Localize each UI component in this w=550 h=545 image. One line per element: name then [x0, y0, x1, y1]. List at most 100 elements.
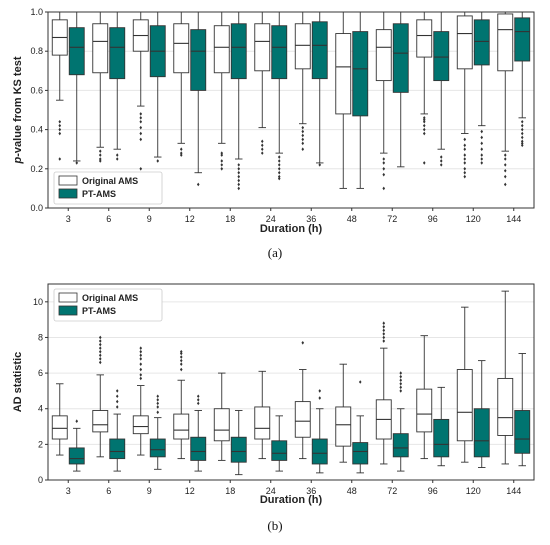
legend-swatch-pt — [58, 188, 78, 199]
outlier-point — [382, 321, 386, 325]
outlier-point — [179, 147, 183, 151]
x-axis-label: Duration (h) — [260, 223, 323, 235]
box-original-9 — [132, 346, 149, 456]
x-tick-label: 36 — [306, 214, 316, 224]
outlier-point — [75, 161, 79, 165]
outlier-point — [139, 137, 143, 142]
outlier-point — [58, 123, 62, 128]
outlier-point — [422, 123, 426, 128]
outlier-point — [220, 159, 224, 163]
box-original-18 — [213, 372, 230, 461]
outlier-point — [139, 376, 143, 381]
outlier-point — [382, 324, 386, 329]
outlier-point — [115, 394, 119, 399]
box-body — [132, 415, 149, 435]
box-body — [497, 377, 514, 436]
outlier-point — [463, 167, 467, 171]
box-original-3 — [51, 11, 68, 161]
outlier-point — [277, 155, 281, 159]
outlier-point — [520, 135, 524, 140]
outlier-point — [277, 170, 281, 175]
y-tick-label: 0.6 — [30, 85, 43, 95]
outlier-point — [439, 163, 443, 167]
outlier-point — [115, 399, 119, 404]
outlier-point — [115, 153, 119, 157]
outlier-point — [463, 153, 467, 157]
box-original-72 — [375, 321, 392, 465]
box-pt-24 — [271, 415, 288, 472]
outlier-point — [463, 157, 467, 161]
box-original-48 — [335, 11, 352, 189]
outlier-point — [277, 174, 281, 179]
box-original-12 — [173, 11, 190, 157]
box-body — [416, 19, 433, 58]
box-body — [254, 406, 271, 440]
box-pt-6 — [109, 389, 126, 472]
legend: Original AMS PT-AMS — [53, 288, 163, 322]
legend: Original AMS PT-AMS — [53, 171, 163, 205]
outlier-point — [480, 157, 484, 161]
x-tick-label: 3 — [66, 486, 71, 496]
box-pt-144 — [514, 353, 531, 467]
outlier-point — [439, 155, 443, 159]
y-tick-label: 0.4 — [30, 125, 43, 135]
box-body — [392, 433, 409, 458]
box-pt-48 — [352, 380, 369, 474]
outlier-point — [382, 328, 386, 333]
outlier-point — [520, 143, 524, 148]
legend-swatch-original — [58, 175, 78, 186]
outlier-point — [382, 335, 386, 340]
x-tick-label: 18 — [225, 214, 235, 224]
box-body — [311, 438, 328, 465]
box-body — [92, 23, 109, 74]
legend-label-original: Original AMS — [82, 293, 138, 303]
legend-frame — [53, 171, 163, 205]
outlier-point — [399, 378, 403, 383]
outlier-point — [139, 119, 143, 124]
outlier-point — [382, 332, 386, 336]
outlier-point — [301, 125, 305, 130]
box-body — [375, 29, 392, 82]
outlier-point — [179, 362, 183, 366]
box-pt-9 — [149, 394, 166, 470]
box-body — [51, 415, 68, 440]
outlier-point — [503, 163, 507, 167]
outlier-point — [75, 419, 79, 423]
y-axis-label-italic: p — [12, 156, 24, 164]
outlier-point — [399, 381, 403, 386]
box-body — [416, 388, 433, 433]
x-tick-label: 18 — [225, 486, 235, 496]
box-pt-12 — [190, 394, 207, 472]
outlier-point — [196, 394, 200, 399]
x-tick-label: 72 — [387, 214, 397, 224]
box-pt-72 — [392, 11, 409, 168]
outlier-point — [98, 339, 102, 343]
plot-frame — [47, 283, 535, 481]
outlier-point — [422, 127, 426, 132]
outlier-point — [520, 141, 524, 146]
outlier-point — [98, 353, 102, 358]
outlier-point — [179, 151, 183, 155]
outlier-point — [318, 396, 322, 400]
box-original-144 — [497, 290, 514, 465]
outlier-point — [139, 112, 143, 116]
outlier-point — [237, 182, 241, 187]
legend-swatch-original — [58, 292, 78, 303]
box-body — [149, 438, 166, 458]
panel-caption: (a) — [268, 245, 282, 260]
box-pt-12 — [190, 11, 207, 187]
outlier-point — [196, 398, 200, 402]
outlier-point — [503, 174, 507, 179]
outlier-point — [480, 135, 484, 140]
box-original-96 — [416, 11, 433, 165]
y-axis-label-rest: -value from KS test — [12, 56, 24, 157]
outlier-point — [179, 355, 183, 359]
legend-label-pt: PT-AMS — [82, 189, 116, 199]
box-pt-36 — [311, 11, 328, 167]
legend-label-original: Original AMS — [82, 176, 138, 186]
outlier-point — [220, 151, 224, 155]
x-tick-label: 12 — [185, 486, 195, 496]
box-original-96 — [416, 335, 433, 460]
outlier-point — [156, 398, 160, 402]
y-tick-label: 1.0 — [30, 7, 43, 17]
